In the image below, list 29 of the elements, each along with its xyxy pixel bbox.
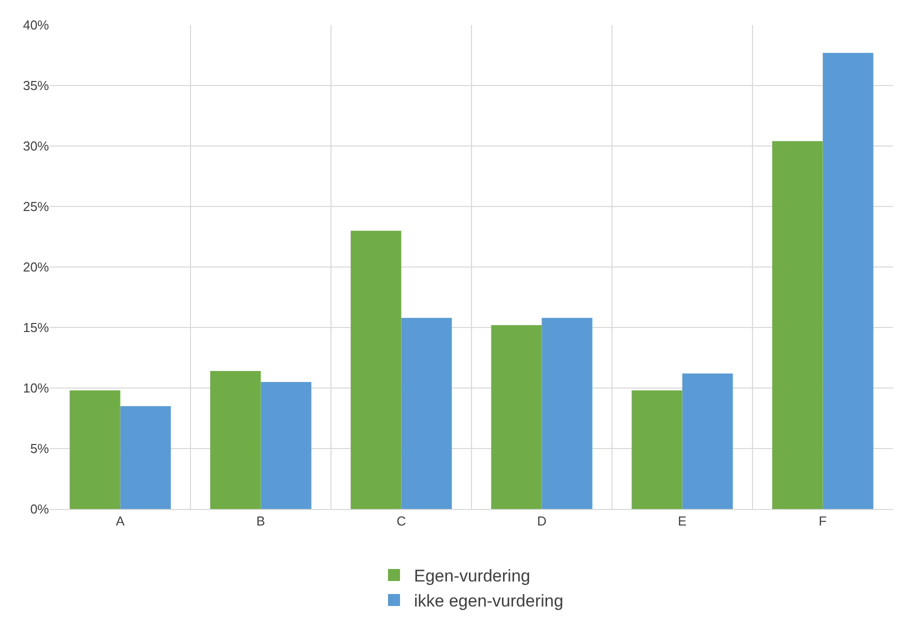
bar [70,390,120,509]
y-tick-label: 30% [22,138,50,154]
y-tick-label: 0% [30,502,50,517]
y-tick-label: 40% [22,18,50,33]
bar [822,52,874,509]
bar [772,141,823,509]
bar [682,373,733,509]
y-tick-label: 10% [22,380,50,396]
legend-label: ikke egen-vurdering [414,592,564,611]
bar [260,382,312,509]
y-tick-label: 5% [30,441,50,456]
y-tick-label: 25% [22,199,50,214]
x-tick-label: C [396,514,406,529]
bar [120,406,171,509]
y-tick-label: 20% [22,260,50,275]
x-tick-label: B [256,514,266,529]
x-tick-label: F [818,514,827,529]
bar [491,325,542,509]
y-tick-label: 35% [22,78,50,94]
x-tick-label: D [537,514,546,529]
y-tick-label: 15% [22,320,50,336]
bar [401,318,452,509]
bar [542,318,592,509]
x-tick-label: A [116,514,125,529]
x-tick-label: E [678,514,687,529]
bar [210,371,261,509]
bar [632,390,682,509]
bar [350,230,402,509]
legend-label: Egen-vurdering [414,566,530,586]
